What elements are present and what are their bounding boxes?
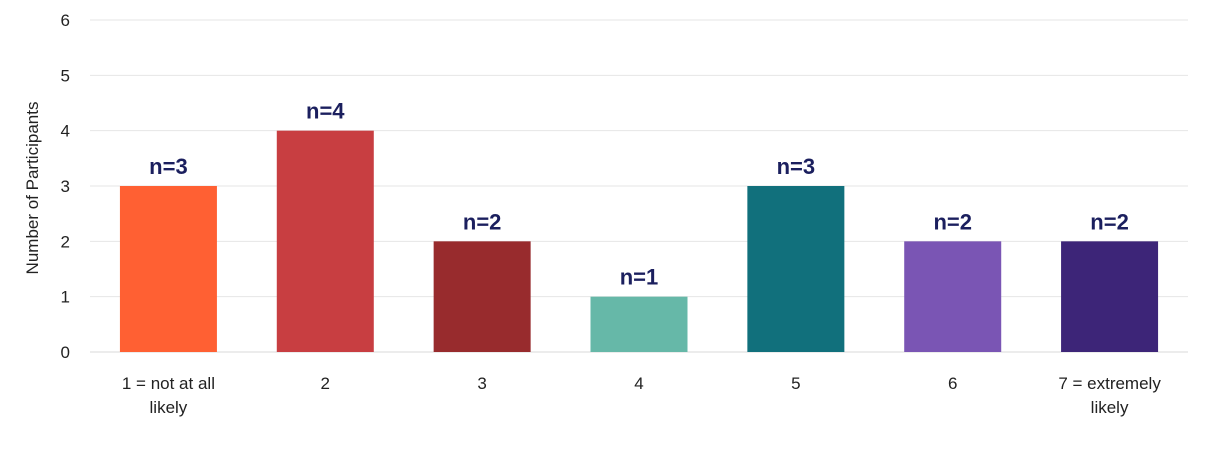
bar: [747, 186, 845, 352]
x-tick-label: 7 = extremely likely: [1058, 374, 1161, 417]
x-tick-label: 1 = not at all likely: [122, 374, 215, 417]
data-label: n=2: [463, 209, 502, 234]
y-tick-label: 3: [61, 177, 70, 196]
x-tick-label: 5: [791, 374, 800, 393]
data-label: n=4: [306, 99, 345, 124]
x-axis-ticks: 1 = not at all likely 2 3 4 5 6 7 = extremely li…: [122, 374, 1161, 417]
bar: [433, 241, 531, 352]
y-tick-label: 1: [61, 288, 70, 307]
y-axis-ticks: 0 1 2 3 4 5 6: [61, 11, 70, 362]
x-tick-label: 2: [321, 374, 330, 393]
data-labels: n=3 n=4 n=2 n=1 n=3 n=2 n=2: [149, 99, 1129, 290]
y-tick-label: 0: [61, 343, 70, 362]
data-label: n=2: [1090, 209, 1129, 234]
y-tick-label: 4: [61, 122, 70, 141]
x-tick-label: 6: [948, 374, 957, 393]
data-label: n=3: [777, 154, 816, 179]
bar: [1061, 241, 1159, 352]
data-label: n=1: [620, 265, 659, 290]
bars: [119, 130, 1159, 352]
y-tick-label: 5: [61, 66, 70, 85]
bar: [904, 241, 1002, 352]
bar: [119, 186, 217, 352]
bar: [590, 296, 688, 352]
data-label: n=2: [933, 209, 972, 234]
x-tick-label: 3: [477, 374, 486, 393]
y-axis-label: Number of Participants: [23, 102, 42, 275]
y-tick-label: 2: [61, 232, 70, 251]
bar: [276, 130, 374, 352]
data-label: n=3: [149, 154, 188, 179]
y-tick-label: 6: [61, 11, 70, 30]
gridlines: [90, 19, 1188, 353]
x-tick-label: 4: [634, 374, 643, 393]
